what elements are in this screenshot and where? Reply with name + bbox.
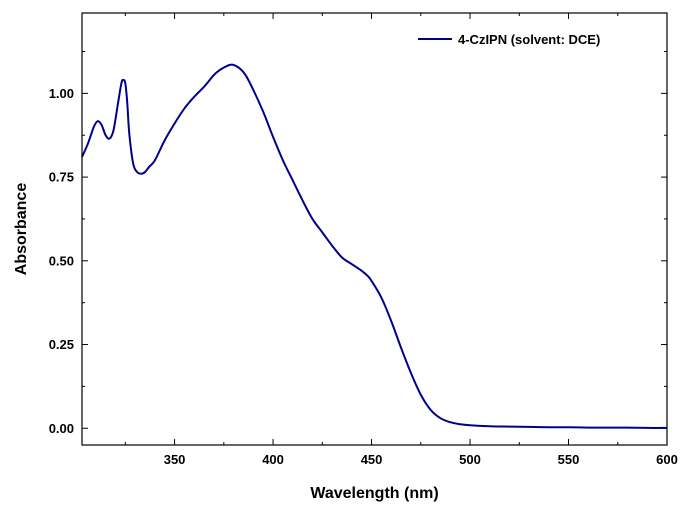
legend: 4-CzIPN (solvent: DCE) xyxy=(418,32,600,47)
x-axis-ticks: 350 400 450 500 550 600 xyxy=(124,13,678,467)
x-axis-title: Wavelength (nm) xyxy=(310,485,438,502)
series-layer xyxy=(81,63,668,429)
legend-label: 4-CzIPN (solvent: DCE) xyxy=(458,32,600,47)
plot-area: 350 400 450 500 550 600 0.00 0.25 0.50 0.75 1.00 xyxy=(49,12,678,467)
y-tick-label: 1.00 xyxy=(49,86,74,101)
series-line xyxy=(81,63,668,429)
x-tick-label: 450 xyxy=(361,452,383,467)
x-tick-label: 600 xyxy=(656,452,678,467)
y-tick-label: 0.50 xyxy=(49,253,74,268)
x-tick-label: 350 xyxy=(164,452,186,467)
y-tick-label: 0.00 xyxy=(49,421,74,436)
x-tick-label: 400 xyxy=(262,452,284,467)
y-tick-label: 0.25 xyxy=(49,337,74,352)
y-tick-label: 0.75 xyxy=(49,170,74,185)
plot-frame xyxy=(81,12,668,446)
y-axis-title: Absorbance xyxy=(13,183,30,276)
y-axis-ticks: 0.00 0.25 0.50 0.75 1.00 xyxy=(49,51,667,436)
x-tick-label: 550 xyxy=(558,452,580,467)
x-tick-label: 500 xyxy=(459,452,481,467)
